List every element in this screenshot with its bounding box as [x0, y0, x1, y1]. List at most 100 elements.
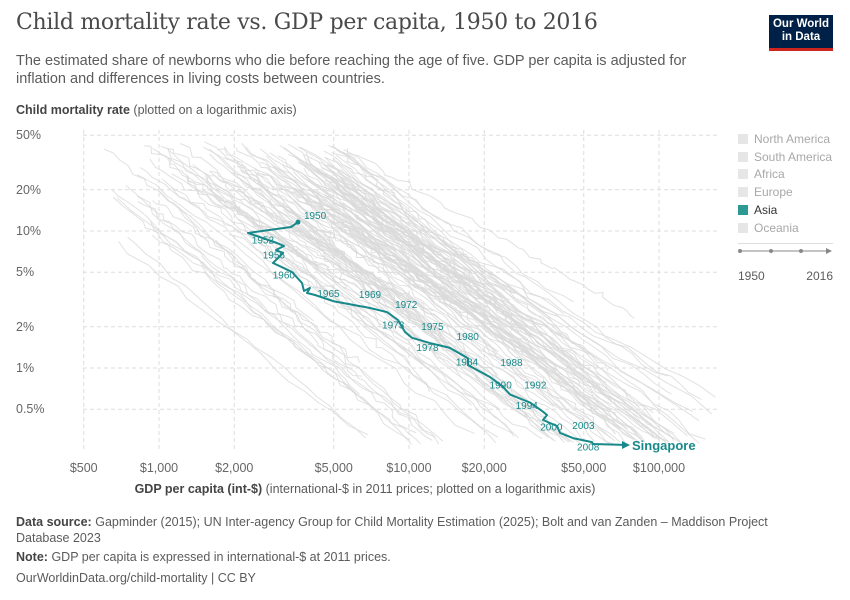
- timeline-track[interactable]: [738, 246, 833, 256]
- background-country-line: [112, 196, 365, 402]
- legend-item-europe[interactable]: Europe: [738, 183, 833, 201]
- background-country-line: [303, 154, 716, 398]
- background-country-line: [288, 153, 612, 405]
- legend-item-africa[interactable]: Africa: [738, 166, 833, 184]
- y-axis-label: Child mortality rate (plotted on a logar…: [16, 103, 297, 117]
- y-tick-label: 1%: [16, 361, 34, 375]
- legend-swatch: [738, 222, 748, 233]
- legend-swatch: [738, 169, 748, 180]
- background-country-line: [282, 208, 534, 410]
- legend: North America South America Africa Europ…: [738, 130, 833, 244]
- background-country-line: [118, 241, 369, 436]
- y-tick-label: 2%: [16, 320, 34, 334]
- background-country-line: [235, 190, 554, 407]
- background-country-line: [271, 177, 499, 353]
- background-country-line: [170, 186, 475, 435]
- legend-swatch: [738, 205, 748, 216]
- y-tick-label: 20%: [16, 183, 41, 197]
- y-tick-label: 0.5%: [16, 402, 45, 416]
- background-country-line: [331, 152, 574, 303]
- background-country-line: [331, 214, 644, 443]
- y-tick-label: 50%: [16, 128, 41, 142]
- legend-item-oceania[interactable]: Oceania: [738, 219, 833, 237]
- data-source: Data source: Gapminder (2015); UN Inter-…: [16, 514, 806, 546]
- year-label: 1972: [395, 300, 418, 311]
- background-country-line: [304, 175, 616, 445]
- background-country-line: [208, 148, 463, 379]
- year-label: 1965: [317, 289, 340, 300]
- x-axis-label-note: (international-$ in 2011 prices; plotted…: [265, 482, 596, 496]
- x-tick-label: $10,000: [386, 461, 431, 475]
- timeline-end-label: 2016: [806, 269, 833, 283]
- background-country-line: [297, 229, 616, 442]
- background-country-line: [300, 174, 597, 410]
- series-label-singapore: Singapore: [632, 438, 696, 453]
- year-label: 1956: [263, 250, 286, 261]
- year-label: 1994: [516, 401, 539, 412]
- year-label: 1975: [421, 322, 444, 333]
- source-link[interactable]: OurWorldinData.org/child-mortality | CC …: [16, 571, 256, 585]
- legend-label: Africa: [754, 167, 785, 182]
- x-tick-label: $20,000: [462, 461, 507, 475]
- background-country-line: [223, 157, 556, 442]
- background-country-line: [266, 167, 654, 437]
- legend-label: Oceania: [754, 220, 799, 235]
- singapore-line: [247, 221, 629, 446]
- y-axis-label-note: (plotted on a logarithmic axis): [133, 103, 297, 117]
- background-country-line: [127, 236, 366, 439]
- legend-label: South America: [754, 149, 833, 164]
- background-country-line: [339, 177, 675, 440]
- background-country-line: [260, 231, 569, 443]
- background-country-line: [326, 164, 613, 403]
- background-country-line: [167, 148, 514, 434]
- year-label: 1950: [304, 211, 327, 222]
- x-tick-label: $500: [70, 461, 98, 475]
- timeline[interactable]: 1950 2016: [738, 243, 833, 283]
- year-label: 1984: [456, 358, 479, 369]
- timeline-start-label: 1950: [738, 269, 765, 283]
- legend-label: North America: [754, 131, 831, 146]
- background-country-line: [137, 201, 417, 434]
- background-country-line: [298, 158, 669, 377]
- background-country-line: [152, 199, 360, 363]
- x-tick-label: $1,000: [140, 461, 178, 475]
- background-country-line: [331, 145, 702, 400]
- background-country-line: [186, 176, 430, 393]
- background-country-line: [324, 156, 706, 440]
- year-label: 1990: [490, 380, 513, 391]
- background-country-line: [343, 148, 565, 315]
- background-country-line: [171, 173, 464, 356]
- background-country-line: [157, 189, 444, 442]
- legend-divider: [738, 242, 833, 244]
- background-country-line: [162, 178, 418, 346]
- background-country-line: [151, 234, 421, 445]
- background-country-line: [215, 239, 436, 438]
- legend-item-asia[interactable]: Asia: [738, 201, 833, 219]
- note-label: Note:: [16, 550, 48, 564]
- background-country-line: [149, 158, 432, 372]
- background-country-line: [331, 184, 621, 430]
- legend-item-north-america[interactable]: North America: [738, 130, 833, 148]
- x-axis-label-main: GDP per capita (int-$): [134, 482, 263, 496]
- background-country-line: [304, 163, 516, 295]
- background-country-line: [283, 146, 601, 386]
- chart-subtitle: The estimated share of newborns who die …: [16, 53, 687, 87]
- year-label: 1952: [252, 236, 275, 247]
- background-country-line: [192, 164, 515, 437]
- year-label: 1980: [457, 332, 480, 343]
- legend-item-south-america[interactable]: South America: [738, 148, 833, 166]
- background-country-line: [178, 209, 433, 441]
- year-label: 1969: [359, 290, 382, 301]
- background-country-line: [116, 197, 440, 445]
- background-country-line: [328, 144, 700, 444]
- legend-swatch: [738, 151, 748, 162]
- background-country-line: [236, 161, 550, 439]
- x-tick-label: $5,000: [315, 461, 353, 475]
- owid-logo[interactable]: Our World in Data: [769, 15, 833, 51]
- year-label: 2000: [540, 422, 563, 433]
- legend-label: Europe: [754, 185, 793, 200]
- background-country-line: [136, 195, 360, 395]
- x-tick-label: $100,000: [633, 461, 685, 475]
- background-country-line: [144, 145, 348, 289]
